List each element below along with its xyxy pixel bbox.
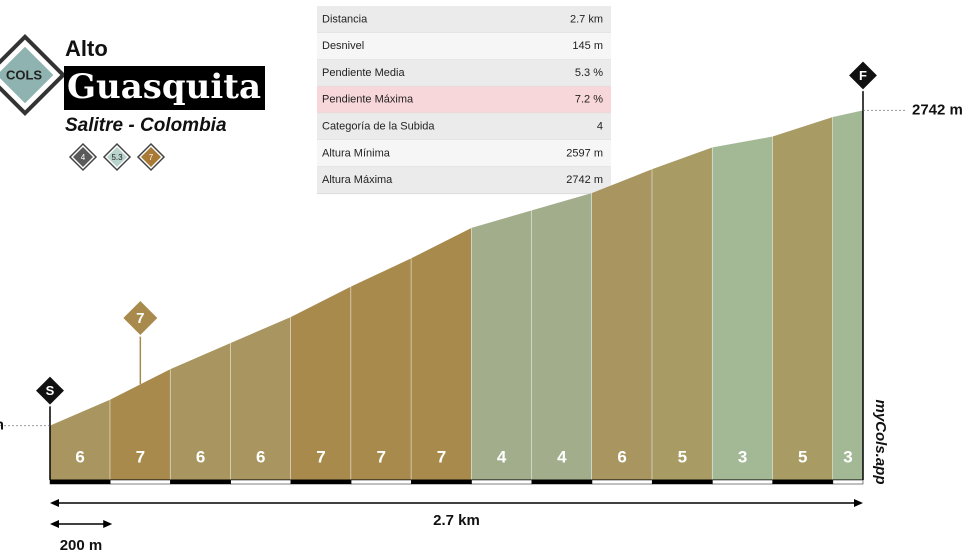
gradient-label: 6 xyxy=(196,447,205,466)
profile-segment xyxy=(652,147,713,481)
gradient-label: 3 xyxy=(738,447,747,466)
stats-label: Pendiente Media xyxy=(322,67,405,79)
badge xyxy=(141,147,161,167)
scale-strip xyxy=(832,479,864,485)
gradient-label: 7 xyxy=(376,447,385,466)
scale-strip xyxy=(350,479,412,485)
profile-segment xyxy=(290,286,352,480)
gradient-label: 7 xyxy=(136,447,145,466)
scale-strip xyxy=(591,479,653,485)
profile-segment xyxy=(531,193,592,481)
scale-strip xyxy=(772,479,834,485)
profile-segment xyxy=(772,116,833,481)
stats-row xyxy=(317,6,611,33)
gradient-label: 6 xyxy=(256,447,265,466)
gradient-label: 7 xyxy=(316,447,325,466)
climb-name: Guasquita xyxy=(67,67,261,107)
scale-strip xyxy=(290,479,352,485)
distance-arrow-head xyxy=(854,499,863,507)
stats-value: 4 xyxy=(597,121,603,133)
logo-inner xyxy=(0,46,54,104)
gradient-label: 4 xyxy=(497,447,507,466)
stats-value: 2597 m xyxy=(566,147,603,159)
finish-marker xyxy=(846,59,880,92)
stats-row xyxy=(317,113,611,140)
gradient-label: 4 xyxy=(557,447,567,466)
distance-label: 2.7 km xyxy=(433,512,480,529)
profile-segment xyxy=(170,343,231,480)
gradient-label: 6 xyxy=(617,447,626,466)
stats-value: 145 m xyxy=(572,40,603,52)
profile-segment xyxy=(351,258,412,480)
stats-value: 2.7 km xyxy=(570,13,603,25)
scale-strip xyxy=(109,479,171,485)
badge xyxy=(107,147,127,167)
profile-segment xyxy=(832,110,863,480)
stats-label: Desnivel xyxy=(322,40,364,52)
distance-arrow-head xyxy=(50,499,59,507)
scale-strip xyxy=(531,479,593,485)
scale-strip xyxy=(49,479,111,485)
stats-row xyxy=(317,140,611,167)
stats-label: Altura Mínima xyxy=(322,147,391,159)
profile-segment xyxy=(411,227,472,480)
title-box xyxy=(64,66,265,110)
finish-marker-label: F xyxy=(859,68,867,83)
climb-location: Salitre - Colombia xyxy=(65,115,227,136)
climb-kind: Alto xyxy=(65,36,108,61)
stats-value: 7.2 % xyxy=(575,94,603,106)
badge-label: 7 xyxy=(149,153,154,162)
scale-strip xyxy=(651,479,713,485)
profile-segment xyxy=(230,316,291,480)
profile-segment xyxy=(110,369,171,480)
stats-row xyxy=(317,32,611,60)
scale-strip xyxy=(712,479,773,485)
stats-value: 2742 m xyxy=(566,174,603,186)
stats-row xyxy=(317,86,611,114)
start-elevation: 2597 m xyxy=(0,417,4,434)
logo-text: COLS xyxy=(6,67,42,82)
scale-strip xyxy=(471,479,533,485)
badge-label: 4 xyxy=(81,153,86,162)
brand: myCols.app xyxy=(872,399,889,484)
profile-segment xyxy=(50,399,111,480)
gradient-label: 7 xyxy=(437,447,446,466)
finish-elevation: 2742 m xyxy=(912,101,963,118)
badges: 4 5.3 7 xyxy=(68,142,166,172)
stats-table: Distancia 2.7 km Desnivel 145 m Pendiente Me… xyxy=(317,6,611,195)
start-marker-label: S xyxy=(46,383,55,398)
stats-label: Distancia xyxy=(322,13,368,25)
scale-strip xyxy=(230,479,292,485)
scale-arrow-head xyxy=(103,520,113,528)
scale-arrow-head xyxy=(50,520,59,528)
start-marker xyxy=(33,374,67,407)
gradient-label: 5 xyxy=(798,447,807,466)
scale-strip xyxy=(170,479,231,485)
stats-value: 5.3 % xyxy=(575,67,603,79)
gradient-label: 5 xyxy=(678,447,687,466)
gradient-label: 3 xyxy=(843,447,852,466)
profile-segment xyxy=(592,169,653,480)
gradient-label: 6 xyxy=(75,447,84,466)
profile-segment xyxy=(712,136,773,481)
scale-strip xyxy=(411,479,472,485)
stats-row xyxy=(317,166,611,194)
badge-label: 5.3 xyxy=(111,153,123,162)
plot: 6 7 6 6 7 7 7 4 4 6 5 3 5 3 2597 m 2742 m S F 7 2.7 km 200 m… xyxy=(0,59,963,554)
max-marker xyxy=(121,298,160,338)
stats-label: Categoría de la Subida xyxy=(322,121,435,133)
stats-row xyxy=(317,59,611,87)
stats-label: Pendiente Máxima xyxy=(322,94,414,106)
scale-label: 200 m xyxy=(60,537,103,554)
profile-segment xyxy=(471,210,532,480)
max-marker-label: 7 xyxy=(136,310,144,327)
logo: COLS xyxy=(0,33,67,117)
stats-label: Altura Máxima xyxy=(322,174,393,186)
badge xyxy=(73,147,93,167)
